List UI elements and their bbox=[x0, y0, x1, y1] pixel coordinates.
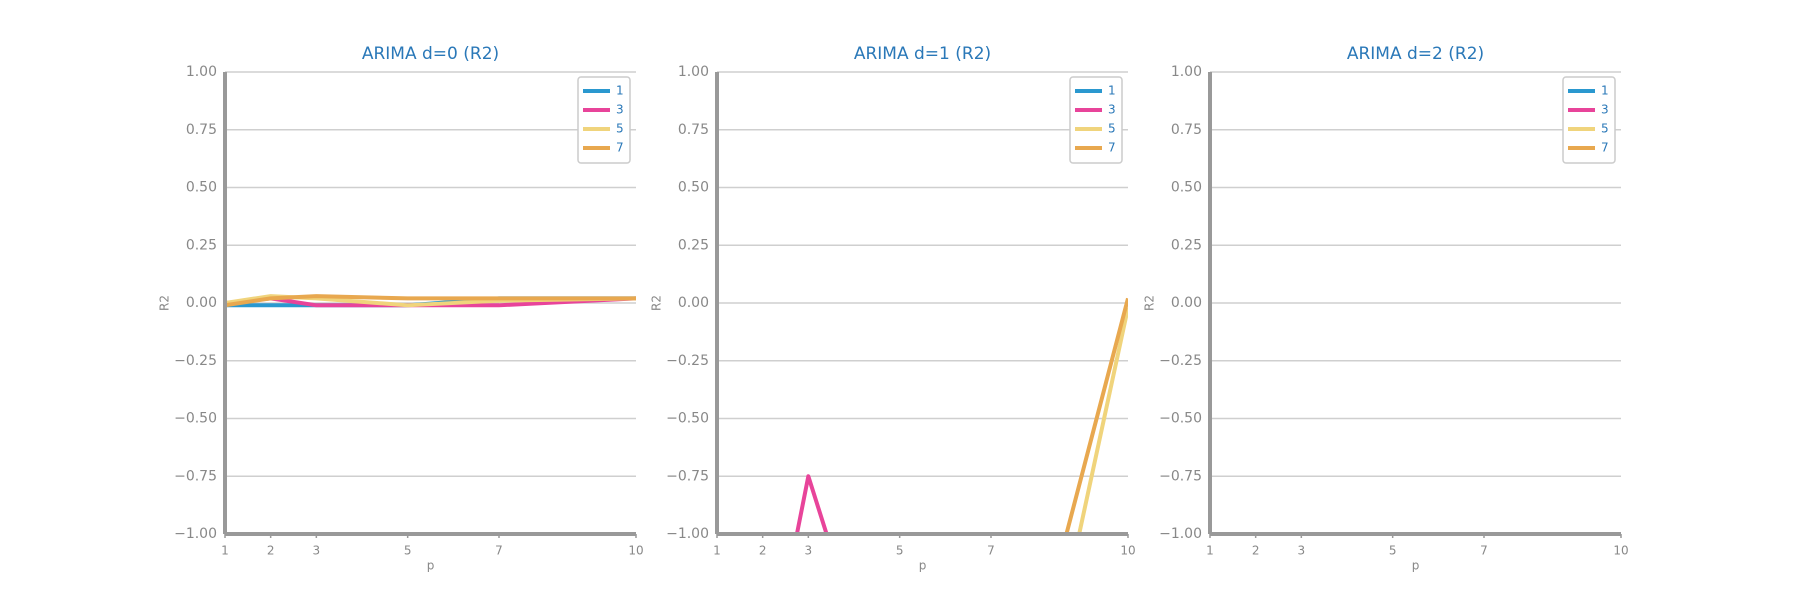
y-tick-label: −1.00 bbox=[1159, 526, 1202, 542]
legend: 1 3 5 7 bbox=[1069, 76, 1123, 164]
y-tick-label: 0.00 bbox=[1171, 295, 1202, 311]
x-tick-label: 3 bbox=[805, 544, 813, 558]
y-tick-label: −0.50 bbox=[666, 411, 709, 427]
y-tick-label: 0.75 bbox=[678, 122, 709, 138]
y-axis-label: R2 bbox=[650, 295, 664, 311]
y-tick-label: −0.25 bbox=[666, 353, 709, 369]
y-tick-label: −0.75 bbox=[174, 468, 217, 484]
x-tick-label: 1 bbox=[221, 544, 229, 558]
y-tick-label: 0.75 bbox=[1171, 122, 1202, 138]
x-tick-label: 2 bbox=[759, 544, 767, 558]
y-tick-label: 0.00 bbox=[186, 295, 217, 311]
x-tick-label: 5 bbox=[404, 544, 412, 558]
legend-label: 7 bbox=[616, 141, 624, 155]
x-tick-label: 10 bbox=[1120, 544, 1135, 558]
y-tick-label: 0.25 bbox=[1171, 237, 1202, 253]
x-tick-label: 3 bbox=[313, 544, 321, 558]
y-tick-label: 0.75 bbox=[186, 122, 217, 138]
y-tick-label: 1.00 bbox=[1171, 64, 1202, 80]
x-tick-label: 7 bbox=[1480, 544, 1488, 558]
y-axis-label: R2 bbox=[1143, 295, 1157, 311]
x-tick-label: 2 bbox=[1252, 544, 1260, 558]
series-line bbox=[225, 294, 636, 308]
series-line bbox=[1064, 297, 1128, 534]
x-tick-label: 7 bbox=[495, 544, 503, 558]
x-tick-label: 1 bbox=[1206, 544, 1214, 558]
legend: 1 3 5 7 bbox=[577, 76, 631, 164]
y-tick-label: 0.25 bbox=[678, 237, 709, 253]
chart-title: ARIMA d=0 (R2) bbox=[362, 44, 499, 64]
y-tick-label: 1.00 bbox=[186, 64, 217, 80]
x-tick-label: 7 bbox=[987, 544, 995, 558]
series-line bbox=[794, 474, 829, 534]
y-tick-label: −0.75 bbox=[1159, 468, 1202, 484]
legend-label: 5 bbox=[1601, 122, 1609, 136]
y-tick-label: 0.50 bbox=[678, 180, 709, 196]
x-tick-label: 1 bbox=[713, 544, 721, 558]
legend-label: 1 bbox=[1601, 84, 1609, 98]
x-tick-label: 3 bbox=[1298, 544, 1306, 558]
y-tick-label: 1.00 bbox=[678, 64, 709, 80]
legend-label: 5 bbox=[1108, 122, 1116, 136]
y-tick-label: 0.00 bbox=[678, 295, 709, 311]
legend-label: 1 bbox=[616, 84, 624, 98]
x-tick-label: 5 bbox=[1389, 544, 1397, 558]
legend-box bbox=[1069, 76, 1123, 164]
y-tick-label: −0.50 bbox=[174, 411, 217, 427]
y-tick-label: −0.25 bbox=[174, 353, 217, 369]
legend-box bbox=[1562, 76, 1616, 164]
y-axis-label: R2 bbox=[158, 295, 172, 311]
legend-box bbox=[577, 76, 631, 164]
chart-title: ARIMA d=2 (R2) bbox=[1347, 44, 1484, 64]
y-tick-label: −0.25 bbox=[1159, 353, 1202, 369]
x-tick-label: 10 bbox=[628, 544, 643, 558]
legend-label: 5 bbox=[616, 122, 624, 136]
y-tick-label: 0.25 bbox=[186, 237, 217, 253]
x-axis-label: p bbox=[1412, 559, 1420, 573]
y-tick-label: −0.75 bbox=[666, 468, 709, 484]
legend: 1 3 5 7 bbox=[1562, 76, 1616, 164]
legend-label: 7 bbox=[1601, 141, 1609, 155]
legend-label: 3 bbox=[1601, 103, 1609, 117]
subplot: ARIMA d=1 (R2) −1.00 −0.75 −0.50 −0.25 0.00 0.… bbox=[650, 44, 1136, 573]
legend-label: 3 bbox=[1108, 103, 1116, 117]
y-tick-label: 0.50 bbox=[186, 180, 217, 196]
y-tick-label: 0.50 bbox=[1171, 180, 1202, 196]
subplot: ARIMA d=0 (R2) −1.00 −0.75 −0.50 −0.25 0.00 0.… bbox=[158, 44, 644, 573]
x-tick-label: 2 bbox=[267, 544, 275, 558]
y-tick-label: −0.50 bbox=[1159, 411, 1202, 427]
y-tick-label: −1.00 bbox=[174, 526, 217, 542]
chart-title: ARIMA d=1 (R2) bbox=[854, 44, 991, 64]
x-axis-label: p bbox=[427, 559, 435, 573]
legend-label: 7 bbox=[1108, 141, 1116, 155]
x-tick-label: 10 bbox=[1613, 544, 1628, 558]
y-tick-label: −1.00 bbox=[666, 526, 709, 542]
x-tick-label: 5 bbox=[896, 544, 904, 558]
series-line bbox=[1077, 307, 1128, 534]
subplot: ARIMA d=2 (R2) −1.00 −0.75 −0.50 −0.25 0.00 0.… bbox=[1143, 44, 1629, 573]
legend-label: 3 bbox=[616, 103, 624, 117]
legend-label: 1 bbox=[1108, 84, 1116, 98]
x-axis-label: p bbox=[919, 559, 927, 573]
